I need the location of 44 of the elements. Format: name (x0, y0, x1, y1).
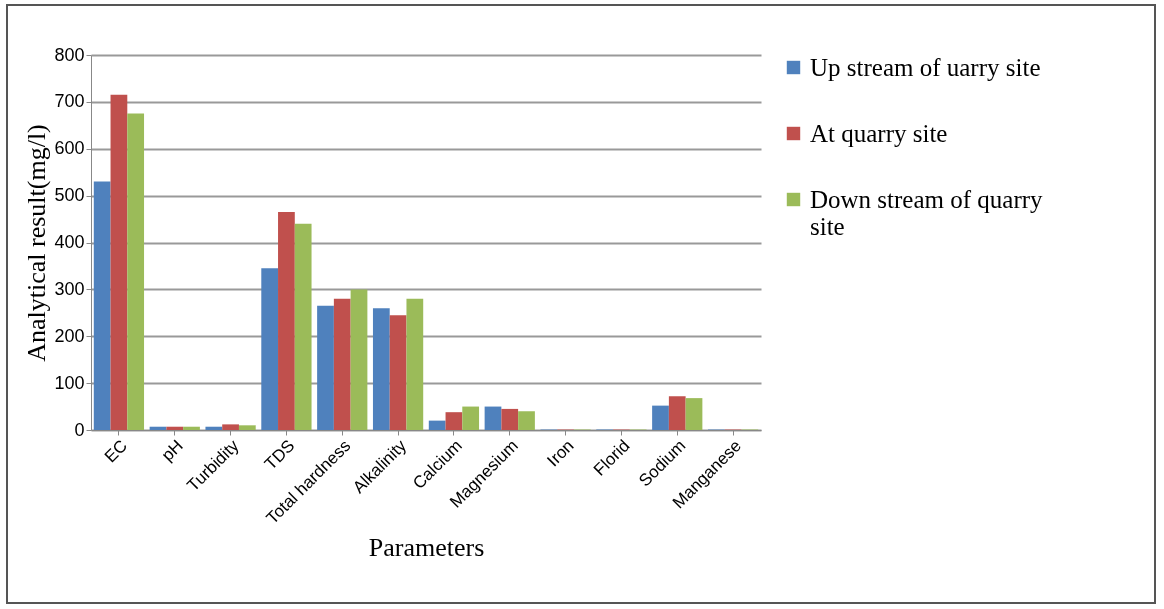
bar (183, 426, 200, 430)
y-axis-title: Analytical result(mg/l) (22, 124, 52, 362)
legend-label: At quarry site (810, 119, 948, 147)
y-tick-label: 600 (54, 138, 85, 159)
bar (278, 212, 295, 430)
bar (389, 315, 407, 430)
y-tick-label: 200 (54, 325, 85, 346)
y-tick-label: 500 (54, 185, 85, 206)
x-tick-label: pH (157, 436, 187, 465)
bar (166, 426, 184, 430)
bar (110, 94, 128, 430)
bar (222, 424, 239, 430)
y-tick-label: 800 (54, 44, 85, 65)
x-axis-title: Parameters (368, 533, 485, 562)
bar (333, 298, 351, 430)
bar (317, 305, 334, 430)
bar (294, 223, 312, 430)
bar (685, 398, 703, 430)
bar (406, 298, 424, 430)
x-tick-label: TDS (260, 436, 299, 474)
bar (501, 408, 519, 430)
bar (484, 406, 502, 430)
bar (350, 289, 368, 430)
y-tick-label: 0 (74, 419, 85, 440)
x-tick-label: EC (100, 436, 131, 467)
bar (428, 420, 446, 430)
x-tick-label: Iron (543, 436, 578, 471)
bar (518, 411, 535, 430)
legend-label: Up stream of uarry site (810, 53, 1041, 81)
y-tick-label: 700 (54, 91, 85, 112)
legend-label: Down stream of quarry site (810, 185, 1044, 240)
y-tick-label: 300 (54, 278, 85, 299)
bar (93, 181, 111, 430)
bar (261, 268, 279, 430)
bar (652, 405, 669, 430)
bar (238, 425, 256, 430)
bar (205, 426, 223, 430)
bar (127, 113, 145, 430)
y-tick-label: 100 (54, 372, 85, 393)
bar (668, 396, 686, 430)
bar (372, 308, 390, 430)
bar (462, 406, 480, 430)
y-tick-label: 400 (54, 232, 85, 252)
bar (445, 412, 463, 430)
